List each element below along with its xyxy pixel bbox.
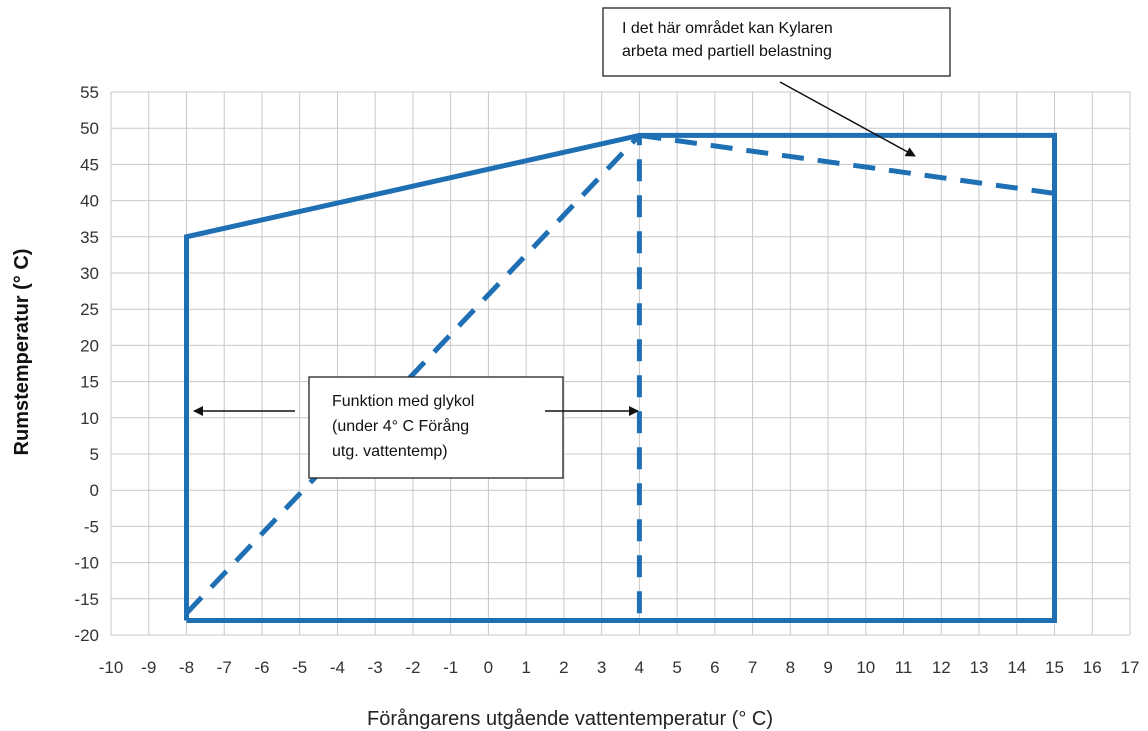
y-tick-label: 5 bbox=[90, 445, 99, 464]
y-tick-label: 45 bbox=[80, 155, 99, 174]
y-tick-label: 40 bbox=[80, 192, 99, 211]
annotation-line-2: arbeta med partiell belastning bbox=[622, 43, 832, 60]
y-tick-label: 15 bbox=[80, 373, 99, 392]
x-tick-label: 2 bbox=[559, 658, 568, 677]
y-tick-label: 50 bbox=[80, 119, 99, 138]
annotation-partial-load: I det här området kan Kylaren arbeta med… bbox=[602, 7, 951, 157]
annotation-arrow bbox=[779, 81, 916, 157]
x-tick-label: -2 bbox=[405, 658, 420, 677]
y-tick-label: 0 bbox=[90, 481, 99, 500]
x-tick-label: -3 bbox=[368, 658, 383, 677]
x-tick-label: 16 bbox=[1083, 658, 1102, 677]
series-line-1 bbox=[184, 132, 1057, 623]
grid bbox=[110, 91, 1131, 636]
y-axis-label: Rumstemperatur (° C) bbox=[11, 249, 33, 456]
x-tick-label: 15 bbox=[1045, 658, 1064, 677]
x-tick-label: -8 bbox=[179, 658, 194, 677]
annotation-line-2: (under 4° C Förång bbox=[332, 417, 469, 435]
x-tick-label: -7 bbox=[217, 658, 232, 677]
y-tick-label: 10 bbox=[80, 409, 99, 428]
x-tick-label: 10 bbox=[856, 658, 875, 677]
x-tick-label: 11 bbox=[895, 658, 913, 677]
x-tick-label: 4 bbox=[635, 658, 644, 677]
annotation-glycol: Funktion med glykol (under 4° C Förång u… bbox=[193, 376, 639, 479]
x-tick-label: -9 bbox=[141, 658, 156, 677]
x-tick-label: 1 bbox=[521, 658, 530, 677]
y-tick-label: 35 bbox=[80, 228, 99, 247]
x-tick-label: -10 bbox=[99, 658, 124, 677]
y-tick-label: -20 bbox=[74, 626, 99, 645]
x-tick-label: -4 bbox=[330, 658, 345, 677]
x-tick-label: 6 bbox=[710, 658, 719, 677]
y-tick-label: -5 bbox=[84, 517, 99, 536]
x-tick-label: 14 bbox=[1007, 658, 1026, 677]
x-tick-label: 12 bbox=[932, 658, 951, 677]
x-tick-label: -6 bbox=[254, 658, 269, 677]
y-tick-label: 25 bbox=[80, 300, 99, 319]
x-axis-label: Förångarens utgående vattentemperatur (°… bbox=[367, 708, 773, 730]
x-tick-label: 5 bbox=[672, 658, 681, 677]
x-tick-label: 7 bbox=[748, 658, 757, 677]
y-tick-label: -10 bbox=[74, 554, 99, 573]
annotation-box bbox=[602, 7, 951, 77]
x-tick-label: -1 bbox=[443, 658, 458, 677]
series-line-2 bbox=[184, 133, 642, 616]
annotation-box bbox=[308, 376, 564, 479]
x-axis-ticks: -10 -9 -8 -7 -6 -5 -4 -3 -2 -1 0 1 2 3 4 5 6 7 8 9 10 11 12 13 1… bbox=[99, 658, 1140, 677]
x-tick-label: 13 bbox=[970, 658, 989, 677]
y-tick-label: 55 bbox=[80, 83, 99, 102]
x-tick-label: 9 bbox=[823, 658, 832, 677]
annotation-line-1: I det här området kan Kylaren bbox=[622, 19, 833, 37]
x-tick-label: 0 bbox=[484, 658, 493, 677]
x-tick-label: -5 bbox=[292, 658, 307, 677]
series-group bbox=[184, 132, 1057, 623]
x-tick-label: 3 bbox=[597, 658, 606, 677]
x-tick-label: 17 bbox=[1121, 658, 1140, 677]
y-tick-label: 30 bbox=[80, 264, 99, 283]
y-tick-label: -15 bbox=[74, 590, 99, 609]
annotation-line-3: utg. vattentemp) bbox=[332, 443, 448, 460]
x-tick-label: 8 bbox=[786, 658, 795, 677]
y-tick-label: 20 bbox=[80, 336, 99, 355]
annotation-line-1: Funktion med glykol bbox=[332, 393, 474, 410]
